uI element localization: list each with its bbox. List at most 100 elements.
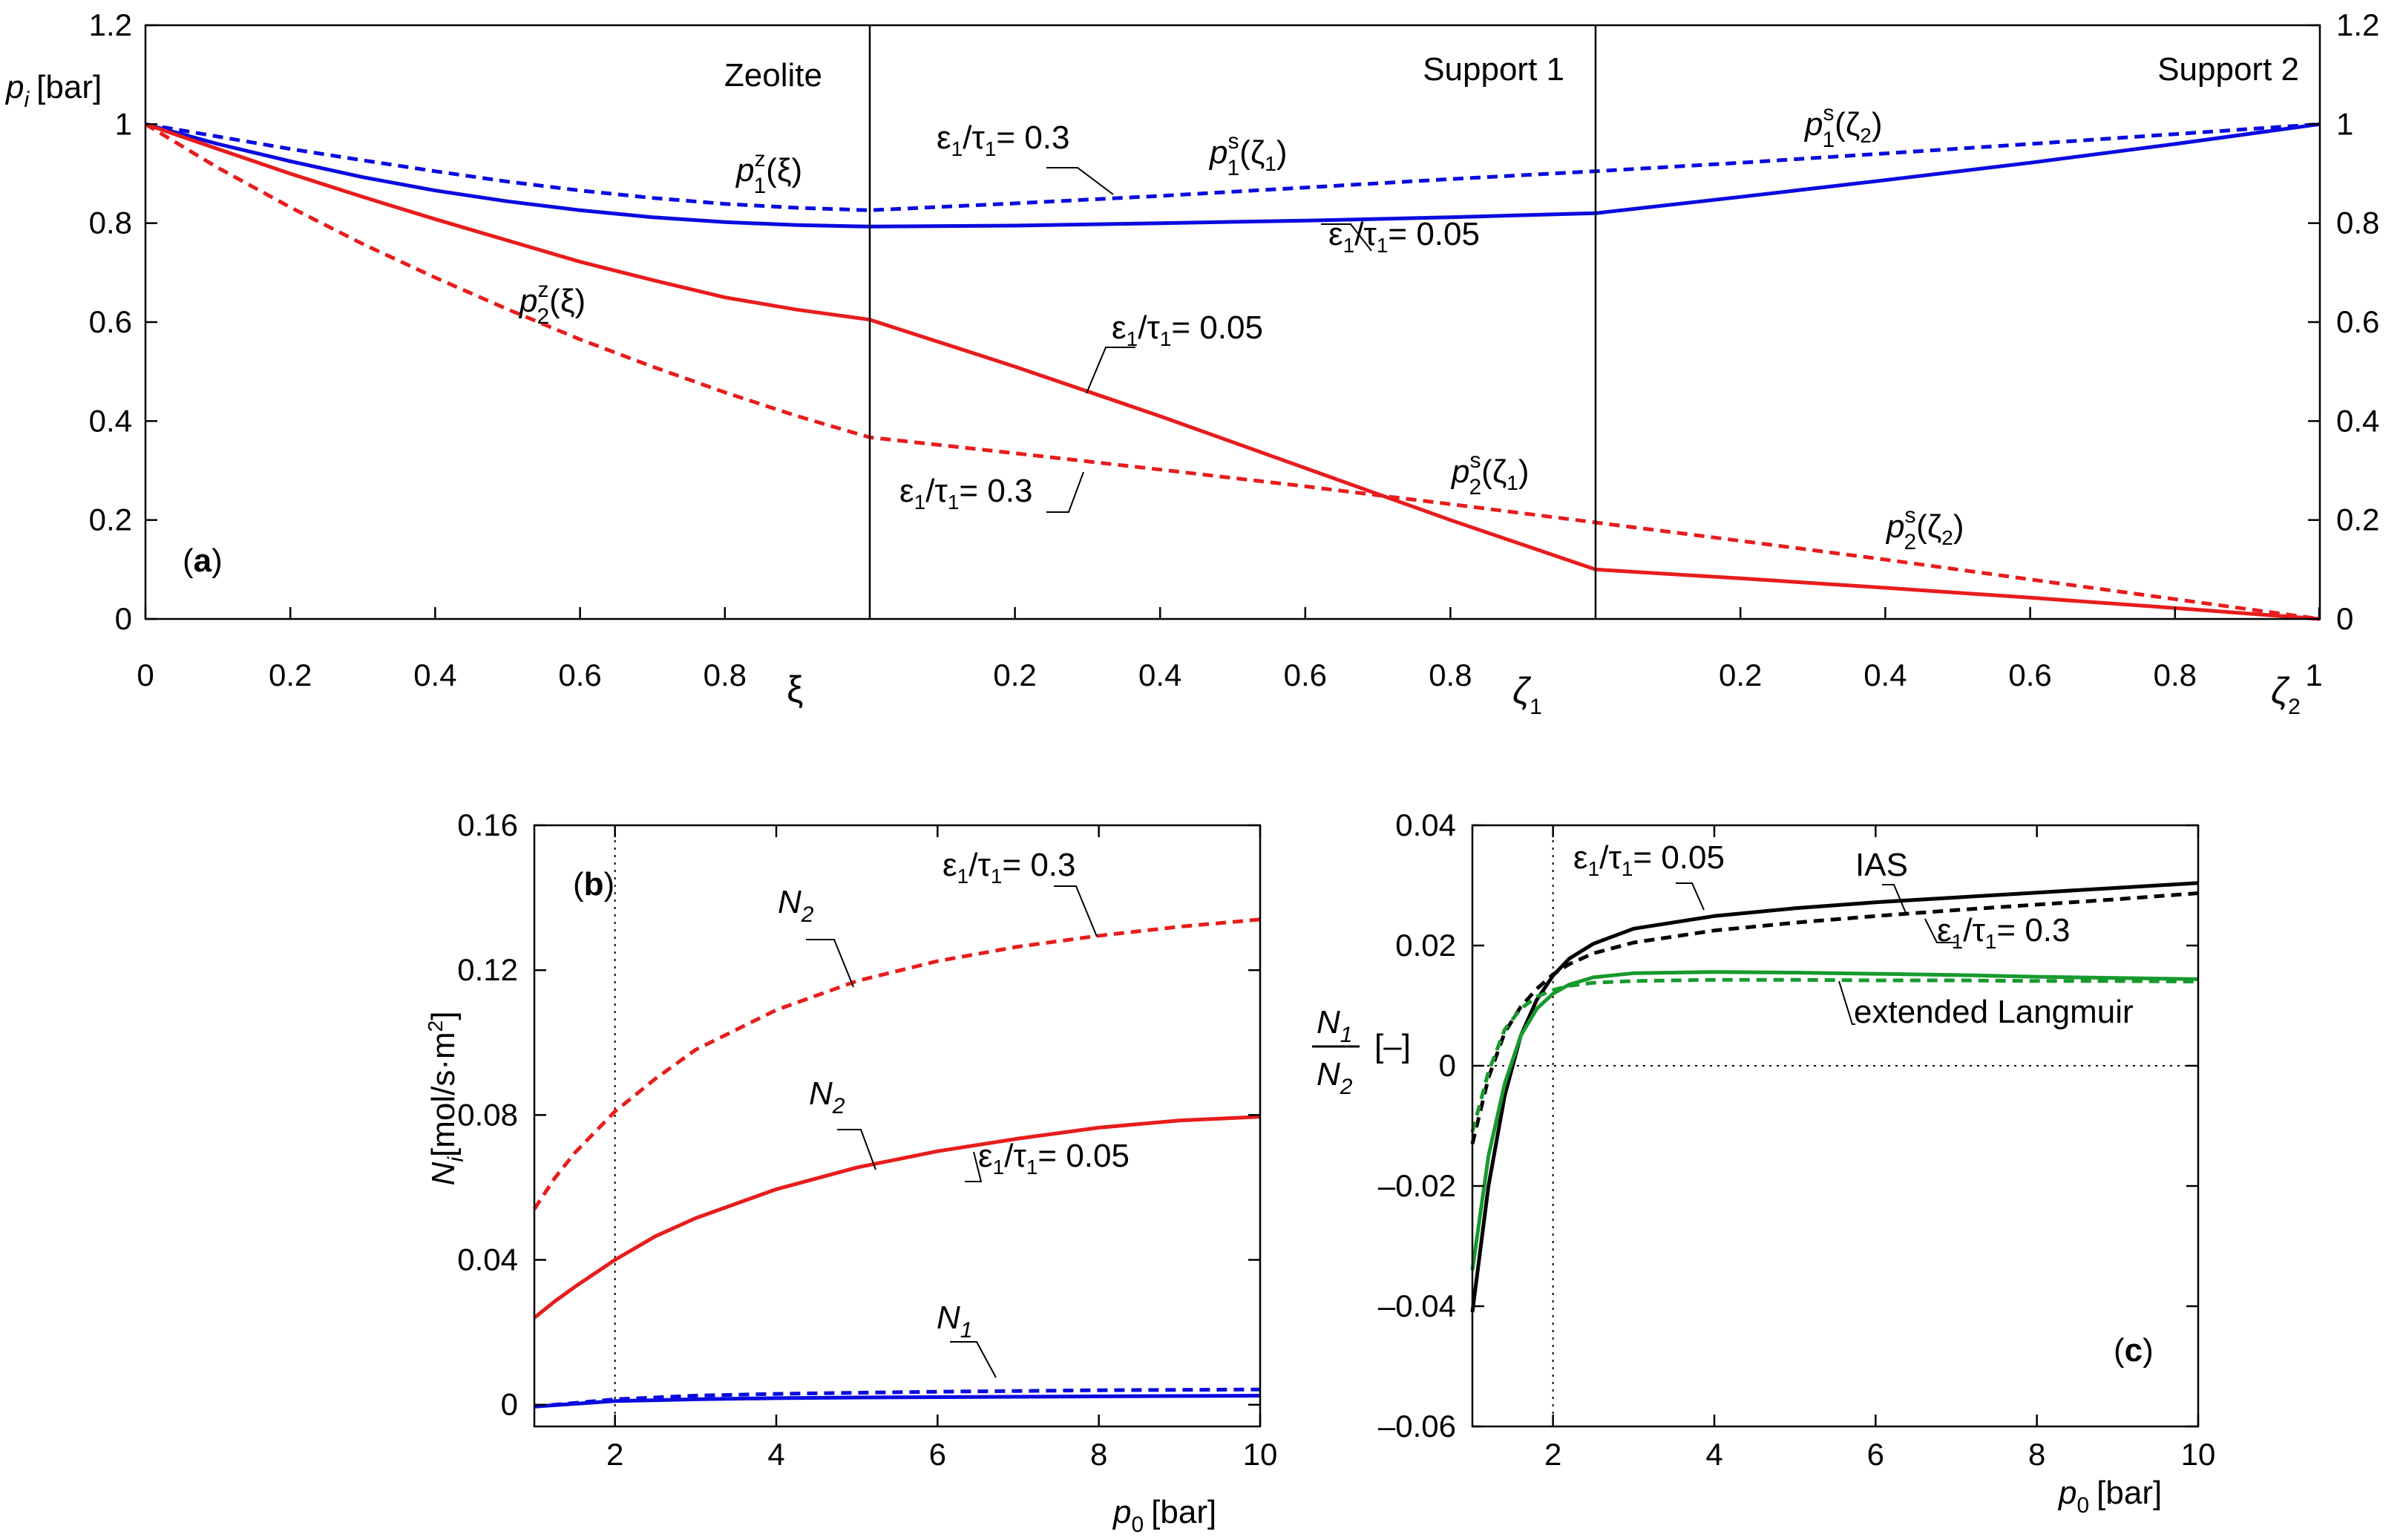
panel-a-ytick-label-left: 0.8: [89, 206, 132, 240]
panel-a-ytick-label-right: 0.4: [2336, 403, 2379, 438]
leader-eps-tau-005-blue: [1321, 223, 1372, 252]
annotation-eps-tau-005-c: ε1/τ1= 0.05: [1573, 839, 1725, 880]
panel-b-ticks: 2 4 6 8 10 0 0.04 0.08 0.12 0.16: [457, 807, 1277, 1472]
panel-a-xtick-label-zeolite: 0.4: [413, 658, 456, 692]
panel-a-ytick-label-left: 0: [115, 601, 132, 636]
panel-b: 2 4 6 8 10 0 0.04 0.08 0.12 0.16 (b) Ni[mol/s·m2]…: [424, 807, 1277, 1537]
panel-b-y-axis-label: Ni[mol/s·m2]: [424, 1012, 468, 1186]
panel-b-series-0: [532, 917, 1261, 1210]
panel-c-ytick-label: 0.02: [1395, 928, 1456, 963]
panel-a-ytick-label-left: 1: [115, 106, 132, 141]
leader-eps-tau-005-c: [1676, 882, 1705, 911]
panel-a-ytick-label-left: 0.2: [89, 502, 132, 537]
leader-N2-mid: [837, 1129, 876, 1170]
annotation-eps-tau-005-blue: ε1/τ1= 0.05: [1328, 216, 1480, 257]
annotation-eps-tau-03-c: ε1/τ1= 0.3: [1937, 912, 2071, 953]
panel-c-ytick-label: –0.04: [1378, 1288, 1456, 1323]
panel-c-x-axis-label: p0 [bar]: [2057, 1475, 2162, 1518]
panel-a-xtick-label-support: 0.6: [2008, 658, 2051, 692]
leader-N1: [950, 1341, 997, 1378]
annotation-eps-tau-03-red: ε1/τ1= 0.3: [899, 473, 1033, 514]
panel-a-series-1: [145, 122, 2321, 212]
panel-b-ytick-label: 0: [501, 1387, 518, 1422]
panel-a: 0 00.2 0.20.4 0.40.6 0.60.8 0.81 11.2 1.20 0.2 0.…: [4, 7, 2379, 719]
panel-a-zeta2-label: ζ2: [2271, 670, 2301, 719]
panel-c-y-axis-label: N1 N2 [–]: [1312, 1004, 1411, 1099]
panel-c-series-0: [1470, 881, 2199, 1313]
panel-c-label: (c): [2114, 1332, 2154, 1369]
annotation-ias: IAS: [1855, 847, 1908, 883]
panel-b-series-3: [534, 1394, 1261, 1409]
panel-a-xtick-label-end: 1: [2305, 658, 2322, 692]
panel-b-ytick-label: 0.16: [457, 807, 518, 842]
panel-c-xtick-label: 10: [2181, 1437, 2216, 1472]
panel-a-ytick-label-right: 0.8: [2336, 206, 2379, 240]
panel-a-xtick-label-support: 0.6: [1284, 658, 1327, 692]
panel-a-ytick-label-right: 0.2: [2336, 502, 2379, 537]
panel-a-label: (a): [183, 543, 223, 579]
panel-c-xtick-label: 2: [1544, 1437, 1561, 1472]
panel-a-xtick-label-zeolite: 0.8: [704, 658, 747, 692]
annotation-eps-tau-03-b: ε1/τ1= 0.3: [942, 847, 1076, 888]
panel-c-ytick-label: 0: [1439, 1048, 1456, 1083]
panel-a-plot-area: [144, 122, 2321, 621]
annotation-eps-tau-005-red: ε1/τ1= 0.05: [1112, 309, 1263, 350]
panel-b-xtick-label: 2: [606, 1437, 623, 1472]
panel-a-ytick-label-right: 0.6: [2336, 304, 2379, 339]
panel-c-xtick-label: 6: [1867, 1437, 1884, 1472]
leader-N2-top: [806, 939, 854, 988]
leader-eps-tau-03-red: [1046, 471, 1084, 513]
panel-a-xtick-label-support: 0.4: [1863, 658, 1907, 692]
panel-c-xtick-label: 4: [1705, 1437, 1722, 1472]
panel-a-xtick-label-support: 0.8: [2154, 658, 2197, 692]
region-title-support-2: Support 2: [2157, 51, 2299, 88]
panel-b-frame: [533, 824, 1262, 1428]
leader-eps-tau-005-red: [1086, 347, 1135, 394]
panel-c-ytick-label: –0.02: [1378, 1168, 1456, 1203]
panel-c-xtick-label: 8: [2028, 1437, 2045, 1472]
panel-a-xtick-label-support: 0.2: [993, 658, 1036, 692]
panel-b-x-axis-label: p0 [bar]: [1112, 1494, 1216, 1537]
panel-c-series-3: [1470, 977, 2199, 1133]
panel-a-zeta1-label: ζ1: [1512, 670, 1542, 719]
svg-text:N1: N1: [1317, 1004, 1352, 1047]
panel-b-series-1: [533, 1115, 1261, 1320]
panel-a-xtick-label-support: 0.8: [1429, 658, 1472, 692]
annotation-p1z-xi: pz 1(ξ): [735, 147, 802, 198]
leader-eps-tau-03-c: [1924, 918, 1956, 943]
annotation-eps-tau-03-blue: ε1/τ1= 0.3: [937, 119, 1070, 160]
annotation-p1s-zeta2: ps 1(ζ2): [1803, 101, 1882, 152]
panel-b-xtick-label: 6: [929, 1437, 946, 1472]
annotation-N2-mid: N2: [809, 1075, 845, 1118]
region-title-support-1: Support 1: [1423, 51, 1564, 88]
leader-eps-tau-03-blue: [1046, 167, 1114, 195]
panel-a-ytick-label-left: 1.2: [89, 7, 132, 42]
annotation-eps-tau-005-b: ε1/τ1= 0.05: [978, 1138, 1130, 1179]
leader-eps-tau-03-b: [1054, 885, 1098, 937]
leader-eps-tau-005-b: [965, 1151, 983, 1182]
panel-a-ytick-label-left: 0.6: [89, 304, 132, 339]
panel-a-xtick-label-zeolite: 0.2: [269, 658, 312, 692]
annotation-p2s-zeta1: ps 2(ζ1): [1450, 448, 1529, 499]
panel-b-ytick-label: 0.08: [457, 1097, 518, 1132]
panel-a-xtick-label-zeolite: 0.6: [558, 658, 601, 692]
annotation-N1: N1: [937, 1300, 972, 1343]
panel-b-series-2: [534, 1387, 1261, 1409]
panel-b-xtick-label: 8: [1090, 1437, 1107, 1472]
panel-c: 2 4 6 8 10 0.04 0.02 0 –0.02 –0.04 –0.06 (c) N1 N2…: [1312, 807, 2215, 1518]
panel-a-xi-label: ξ: [787, 669, 803, 710]
panel-a-series-3: [144, 122, 2321, 621]
panel-b-xtick-label: 10: [1243, 1437, 1278, 1472]
svg-text:N2: N2: [1317, 1056, 1353, 1099]
panel-a-series-2: [145, 122, 2321, 621]
annotation-extended-langmuir: extended Langmuir: [1854, 994, 2134, 1030]
annotation-p2s-zeta2: ps 2(ζ2): [1885, 503, 1964, 554]
panel-a-ytick-label-right: 0: [2336, 601, 2353, 636]
panel-c-ticks: 2 4 6 8 10 0.04 0.02 0 –0.02 –0.04 –0.06: [1378, 807, 2215, 1472]
panel-b-label: (b): [573, 866, 614, 902]
panel-b-ytick-label: 0.12: [457, 952, 518, 987]
panel-c-series-1: [1470, 891, 2199, 1144]
panel-a-ytick-label-right: 1.2: [2336, 7, 2379, 42]
panel-a-ticks: 0 00.2 0.20.4 0.40.6 0.60.8 0.81 11.2 1.20 0.2 0.…: [89, 7, 2380, 692]
